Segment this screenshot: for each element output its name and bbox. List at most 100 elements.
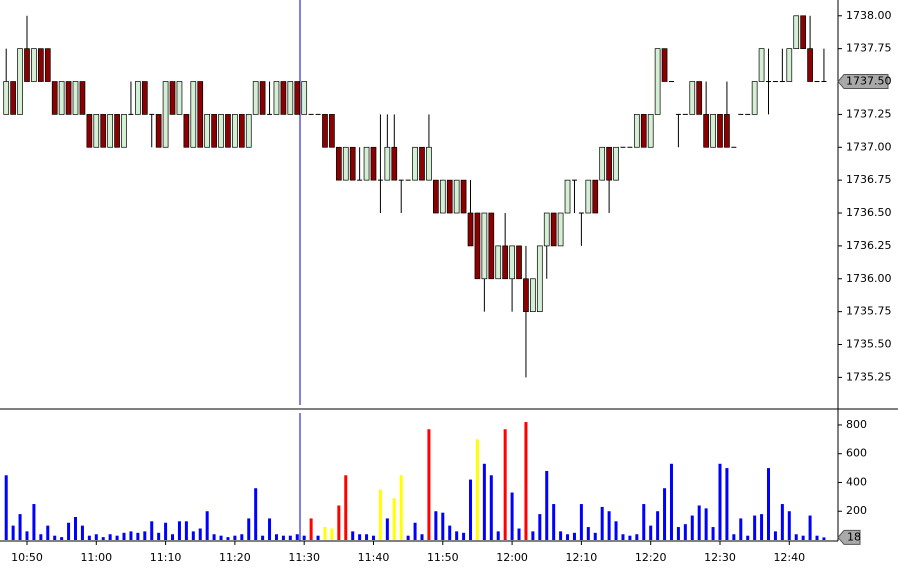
candle-body <box>523 278 529 312</box>
volume-bar <box>801 535 805 540</box>
candle-body <box>287 81 294 115</box>
volume-tick-label: 200 <box>846 504 867 517</box>
candle-body <box>599 146 606 181</box>
candle-body <box>238 114 245 148</box>
candle-body <box>398 179 404 181</box>
volume-bar <box>725 468 729 540</box>
volume-bar <box>212 534 216 540</box>
volume-bar <box>94 534 98 540</box>
volume-bar <box>621 534 625 540</box>
volume-bar <box>808 515 812 540</box>
volume-bar <box>115 535 119 540</box>
volume-tick-label: 600 <box>846 447 867 460</box>
volume-bar <box>656 511 660 540</box>
y-tick-label: 1736.25 <box>846 239 892 252</box>
x-tick-label: 11:10 <box>150 551 182 564</box>
last-price-tag <box>837 74 889 90</box>
volume-bar <box>233 535 237 540</box>
candle-body <box>751 81 758 115</box>
volume-bar <box>11 525 15 540</box>
x-tick-label: 10:50 <box>11 551 43 564</box>
y-tick-label: 1735.25 <box>846 370 892 383</box>
candle-body <box>689 81 696 115</box>
volume-bar <box>254 488 258 540</box>
candle-body <box>536 245 543 312</box>
x-tick-label: 11:30 <box>288 551 320 564</box>
candle-body <box>654 48 661 115</box>
candle-body <box>107 114 114 148</box>
candle-body <box>738 113 744 115</box>
volume-bar <box>510 492 514 540</box>
volume-bar <box>302 535 306 540</box>
volume-bar <box>552 504 556 540</box>
candle-body <box>606 146 612 181</box>
candle-body <box>3 81 10 115</box>
candle-body <box>135 81 141 115</box>
candle-body <box>315 113 321 115</box>
volume-bar <box>718 463 722 540</box>
volume-bar <box>690 515 694 540</box>
candle-body <box>232 114 238 148</box>
candle-body <box>807 48 813 82</box>
volume-bar <box>614 521 618 540</box>
y-tick-label: 1736.75 <box>846 173 892 186</box>
y-tick-label: 1737.75 <box>846 42 892 55</box>
volume-bar <box>607 511 611 540</box>
volume-bar <box>101 537 105 540</box>
candle-body <box>571 179 577 181</box>
volume-bar <box>462 532 466 540</box>
volume-bar <box>136 532 140 540</box>
candle-body <box>162 81 169 148</box>
volume-bar <box>815 535 819 540</box>
volume-bar <box>572 532 576 540</box>
candle-body <box>627 146 633 148</box>
volume-bar <box>274 534 278 540</box>
volume-bar <box>482 463 486 540</box>
candle-body <box>259 81 266 115</box>
candle-body <box>488 212 495 280</box>
y-tick-label: 1735.75 <box>846 305 892 318</box>
volume-bar <box>358 534 362 540</box>
volume-bar <box>74 516 77 540</box>
candle-body <box>502 245 509 280</box>
candle-body <box>141 81 148 115</box>
last-volume-tag <box>837 529 861 545</box>
volume-bar <box>198 528 202 540</box>
volume-bar <box>150 521 154 540</box>
volume-bar <box>108 534 112 540</box>
candle-body <box>786 48 793 82</box>
volume-bar <box>739 518 743 540</box>
candle-body <box>58 81 65 115</box>
candle-body <box>564 179 571 214</box>
candle-body <box>176 81 183 115</box>
candle-body <box>668 81 674 83</box>
volume-bar <box>129 531 133 540</box>
volume-bar <box>4 475 8 540</box>
candle-body <box>294 81 301 115</box>
y-tick-label: 1735.50 <box>846 338 892 351</box>
candle-body <box>682 113 688 115</box>
candle-body <box>72 81 79 115</box>
volume-bar <box>746 535 750 540</box>
x-tick-label: 11:40 <box>358 551 390 564</box>
candle-body <box>453 179 460 214</box>
candle-body <box>86 114 93 148</box>
volume-bar <box>524 422 528 540</box>
volume-bar <box>281 535 285 540</box>
volume-bar <box>635 534 639 540</box>
volume-bar <box>434 511 438 540</box>
volume-tick-label: 400 <box>846 475 867 488</box>
candle-body <box>37 48 44 82</box>
x-tick-label: 11:20 <box>219 551 251 564</box>
volume-bar <box>288 535 292 540</box>
candle-body <box>585 179 592 214</box>
volume-bar <box>268 518 272 540</box>
volume-bar <box>475 439 479 540</box>
candle-body <box>204 114 211 148</box>
candle-body <box>633 114 640 148</box>
volume-bar <box>240 534 244 540</box>
volume-bar <box>39 534 43 540</box>
candle-body <box>592 179 599 214</box>
volume-bar <box>219 535 223 540</box>
volume-bar <box>531 531 535 540</box>
